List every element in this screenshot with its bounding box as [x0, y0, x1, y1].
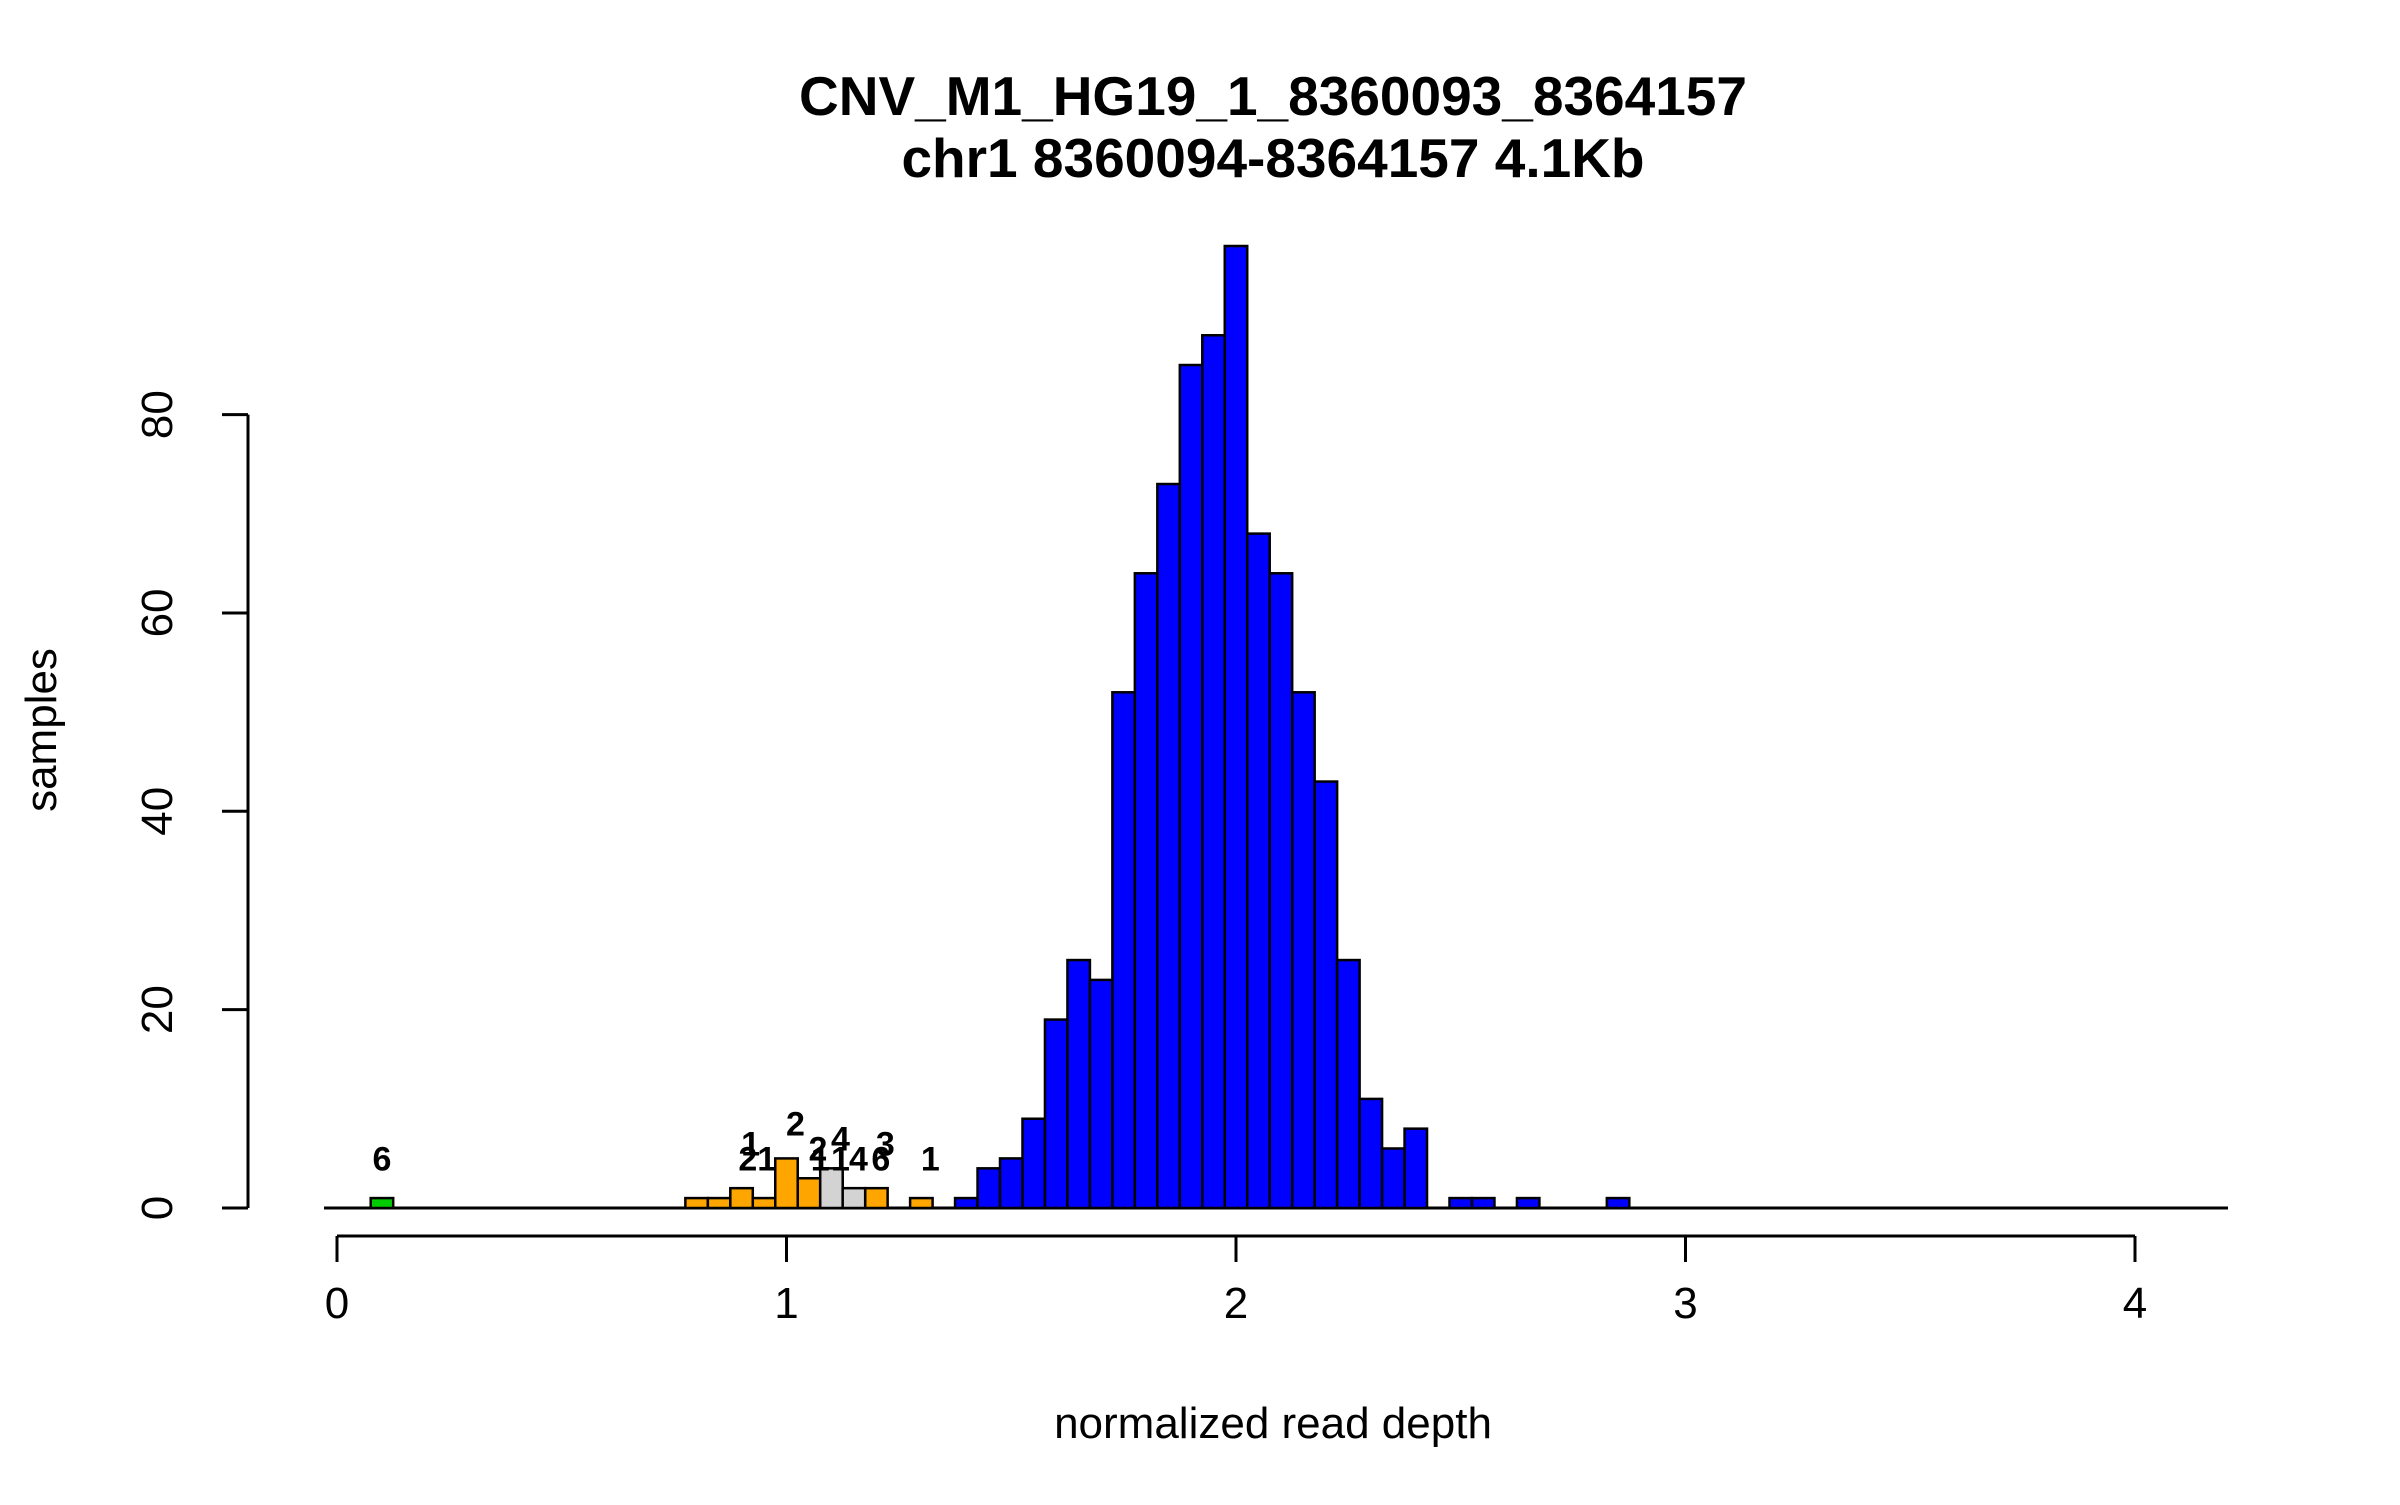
histogram-bar — [1605, 1196, 1631, 1210]
histogram-bar — [1088, 978, 1114, 1210]
histogram-bar — [1358, 1097, 1384, 1210]
histogram-bar — [369, 1196, 395, 1210]
bar-count-label: 2 — [809, 1130, 828, 1168]
bar-count-label: 1 — [921, 1140, 940, 1178]
histogram-bar — [1515, 1196, 1541, 1210]
y-tick-label: 80 — [133, 390, 182, 439]
histogram-bar — [751, 1196, 777, 1210]
histogram-bar — [1066, 958, 1092, 1210]
histogram-bar — [774, 1157, 799, 1210]
histogram-bar — [1021, 1117, 1047, 1210]
histogram-bar — [953, 1196, 979, 1210]
bar-count-label: 6 — [871, 1140, 890, 1178]
histogram-bar — [1380, 1147, 1406, 1210]
bar-count-label: 1 — [741, 1125, 760, 1163]
y-tick-label: 60 — [133, 588, 182, 637]
histogram-bar — [1268, 572, 1294, 1210]
x-tick-label: 2 — [1224, 1279, 1248, 1328]
bar-count-label: 2 — [786, 1106, 805, 1144]
y-axis-label: samples — [17, 648, 66, 812]
histogram-bar — [976, 1167, 1002, 1210]
chart-title: CNV_M1_HG19_1_8360093_8364157 — [799, 65, 1747, 127]
y-tick-label: 20 — [133, 985, 182, 1034]
histogram-bar — [729, 1186, 755, 1210]
histogram-bar — [1448, 1196, 1474, 1210]
bar-count-label: 4 — [849, 1140, 868, 1178]
histogram-bar — [1223, 244, 1249, 1210]
histogram-bar — [1043, 1018, 1069, 1210]
histogram-bar — [1201, 334, 1227, 1210]
histogram-bar — [998, 1157, 1024, 1210]
histogram-bar — [1245, 532, 1271, 1210]
histogram-bar — [1178, 363, 1204, 1210]
bar-count-label: 4 — [831, 1120, 850, 1158]
y-tick-label: 0 — [133, 1196, 182, 1220]
histogram-bar — [1313, 780, 1339, 1210]
histogram-bar — [706, 1196, 732, 1210]
histogram-bar — [841, 1186, 867, 1210]
bar-count-label: 6 — [372, 1140, 391, 1178]
histogram-bar — [684, 1196, 710, 1210]
y-axis: 0 20 40 60 80 — [133, 390, 250, 1220]
bar-count-label: 3 — [876, 1125, 895, 1163]
histogram-bar — [1403, 1127, 1429, 1210]
histogram-bar — [1156, 482, 1182, 1210]
histogram-bar — [796, 1177, 822, 1210]
bar-count-label: 21 — [738, 1140, 776, 1178]
bar-count-label: 1 — [811, 1140, 830, 1178]
x-tick-label: 1 — [774, 1279, 798, 1328]
histogram-bar — [1111, 691, 1137, 1210]
x-tick-label: 3 — [1673, 1279, 1697, 1328]
histogram-bar — [1290, 691, 1316, 1210]
bars-layer — [324, 244, 2228, 1210]
histogram-bar — [1335, 958, 1361, 1210]
x-tick-label: 4 — [2123, 1279, 2147, 1328]
histogram-bar — [908, 1196, 934, 1210]
x-axis: 0 1 2 3 4 — [325, 1234, 2147, 1328]
histogram-bar — [1133, 572, 1159, 1210]
y-tick-label: 40 — [133, 787, 182, 836]
x-tick-label: 0 — [325, 1279, 349, 1328]
chart-subtitle: chr1 8360094-8364157 4.1Kb — [901, 127, 1644, 189]
histogram-bar — [863, 1186, 889, 1210]
histogram-bar — [1470, 1196, 1496, 1210]
bar-count-label: 1 — [831, 1140, 850, 1178]
x-axis-label: normalized read depth — [1054, 1399, 1492, 1448]
